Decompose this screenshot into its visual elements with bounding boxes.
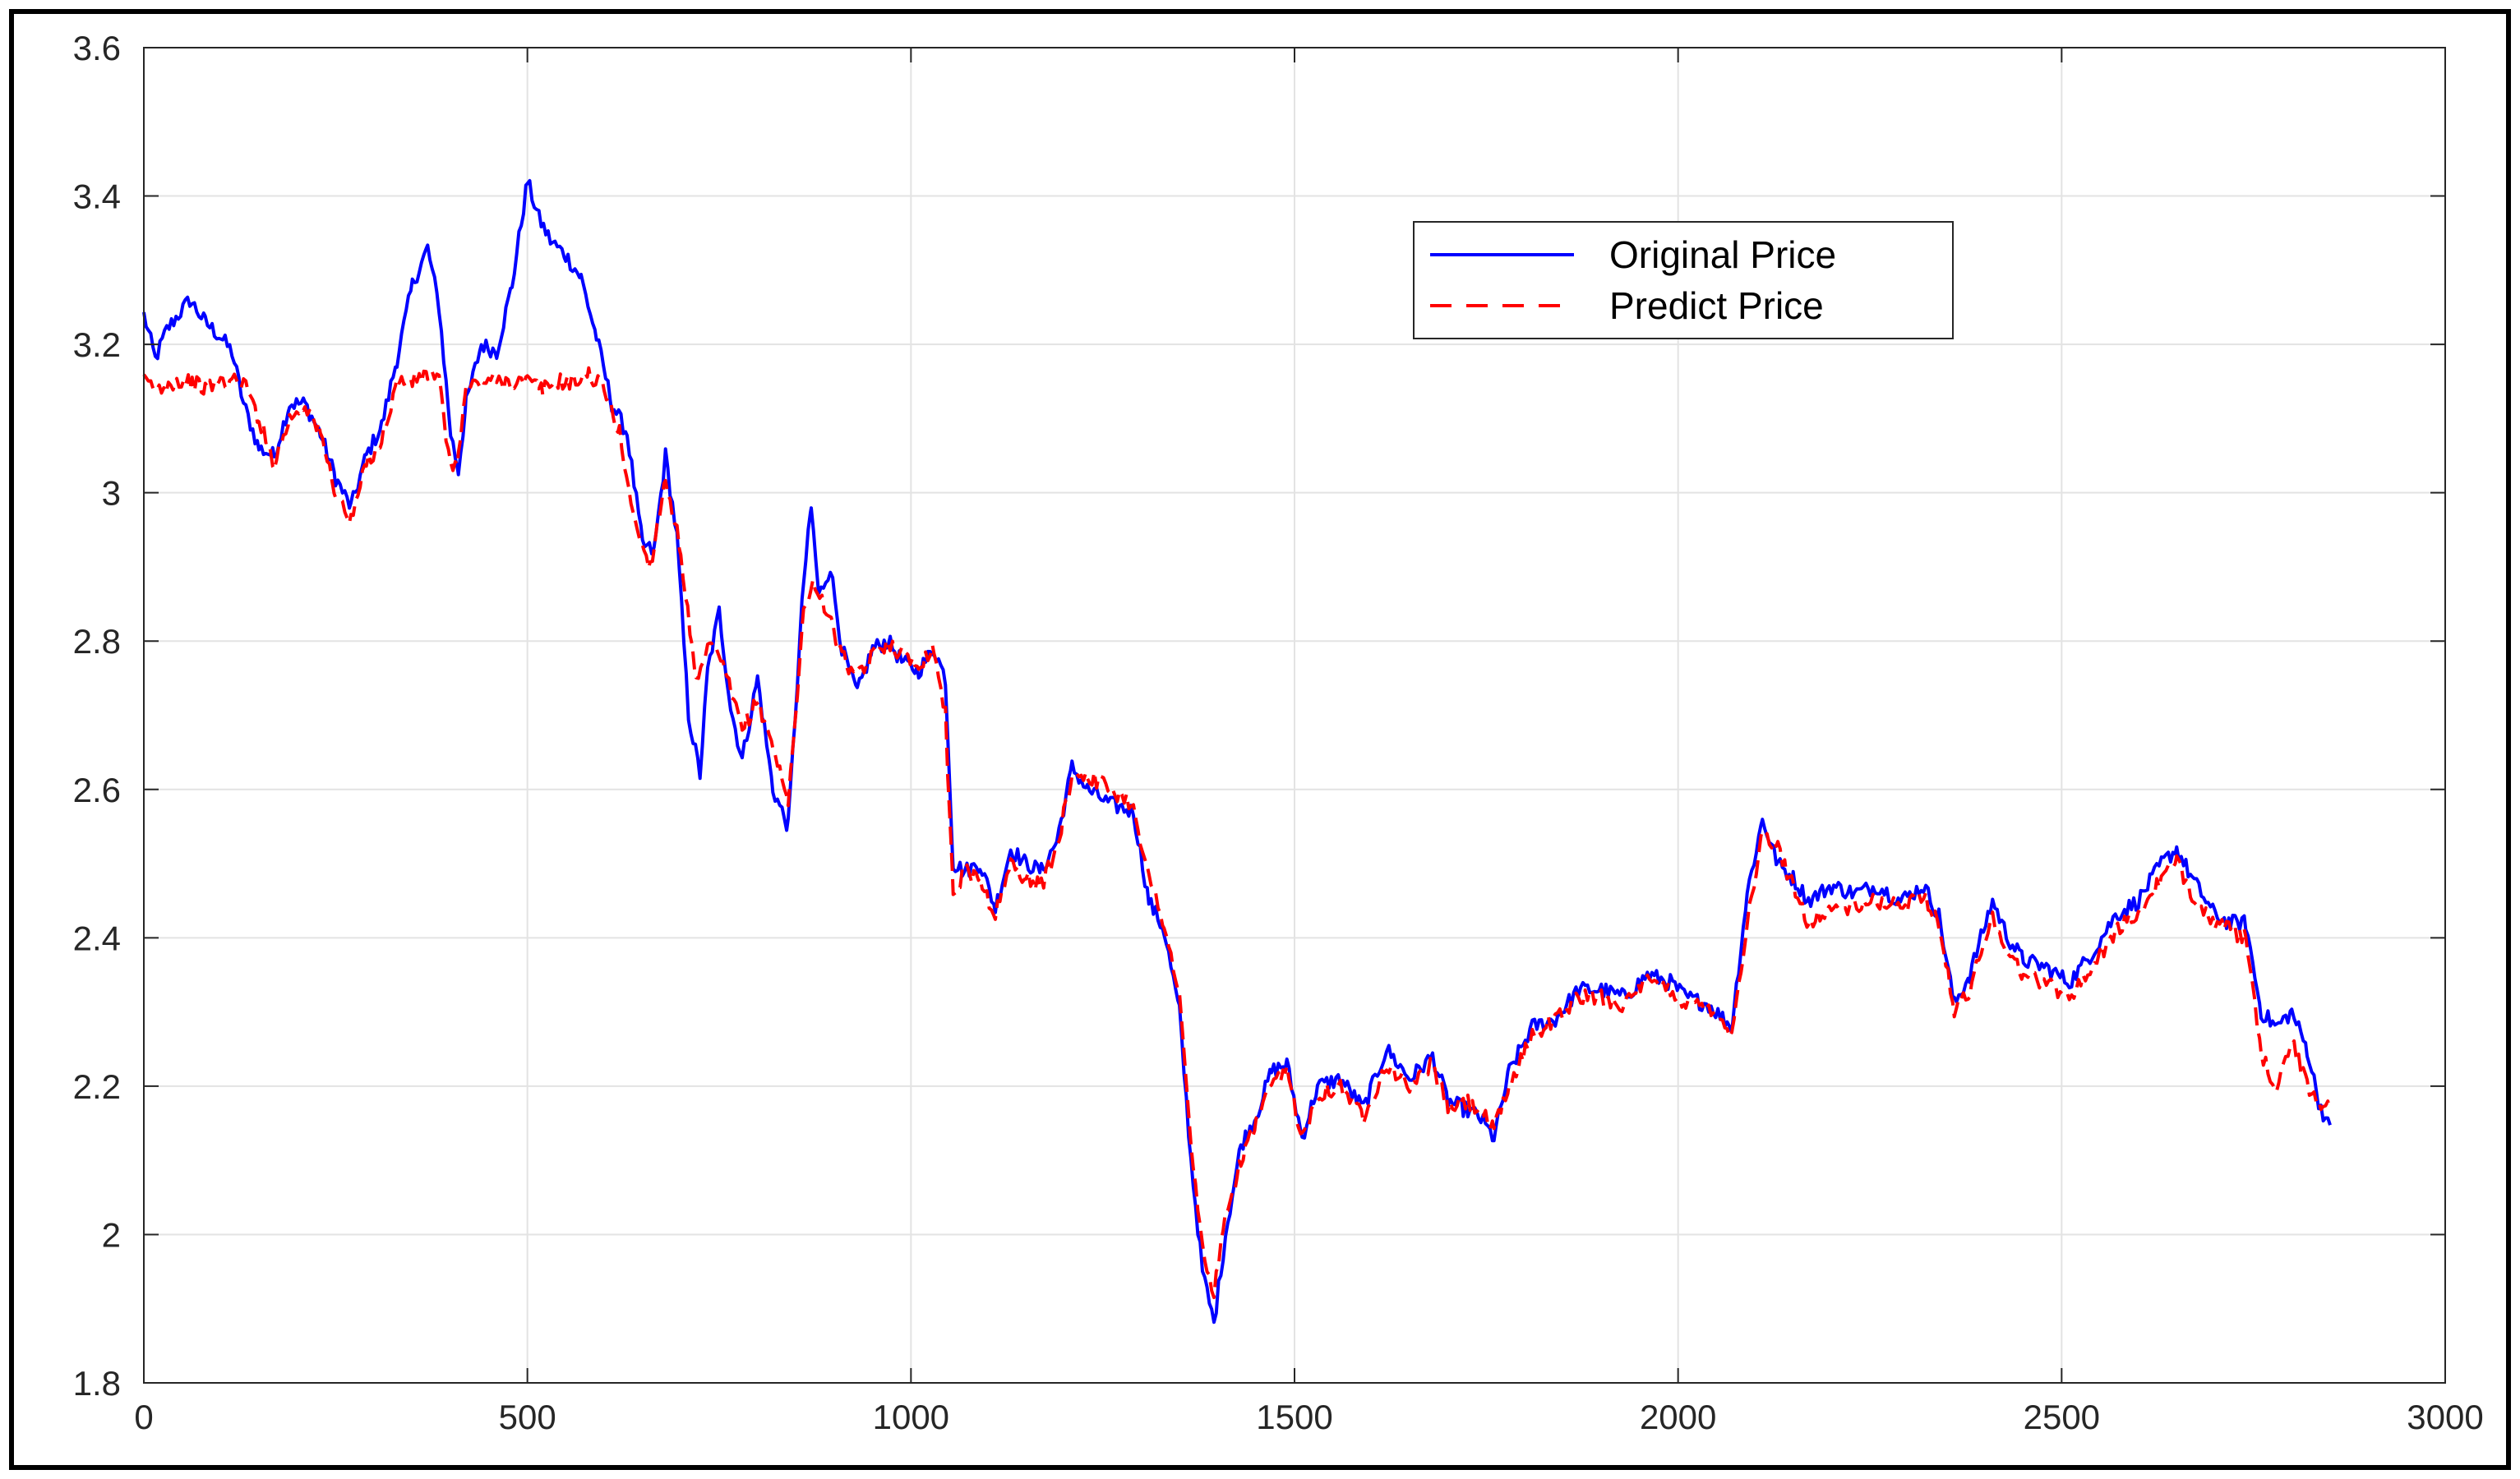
legend-box [1413, 221, 1954, 339]
y-tick-labels: 1.8 2 2.2 2.4 2.6 2.8 3 3.2 3.4 3.6 [73, 29, 121, 1403]
x-tick-labels: 0 500 1000 1500 2000 2500 3000 [134, 1398, 2483, 1436]
y-tick-label: 3.2 [73, 325, 121, 364]
y-tick-label: 3 [102, 474, 121, 513]
y-tick-label: 2.4 [73, 919, 121, 957]
y-tick-label: 2 [102, 1215, 121, 1254]
y-tick-label: 3.4 [73, 177, 121, 216]
x-tick-label: 0 [134, 1398, 153, 1436]
y-tick-label: 2.2 [73, 1067, 121, 1106]
x-tick-label: 1500 [1256, 1398, 1332, 1436]
series-layer [142, 178, 2332, 1325]
x-tick-label: 1000 [873, 1398, 949, 1436]
tick-marks [143, 47, 2446, 1384]
y-tick-label: 3.6 [73, 29, 121, 67]
series-predict-price-line [142, 366, 2332, 1300]
legend-label-original: Original Price [1609, 233, 1836, 276]
y-tick-label: 2.8 [73, 622, 121, 661]
x-tick-label: 500 [499, 1398, 556, 1436]
x-tick-label: 2500 [2024, 1398, 2100, 1436]
legend: Original Price Predict Price [1413, 221, 1954, 339]
y-tick-label: 1.8 [73, 1364, 121, 1403]
legend-label-predict: Predict Price [1609, 284, 1824, 327]
y-tick-label: 2.6 [73, 771, 121, 809]
x-tick-label: 3000 [2407, 1398, 2483, 1436]
x-tick-label: 2000 [1640, 1398, 1716, 1436]
